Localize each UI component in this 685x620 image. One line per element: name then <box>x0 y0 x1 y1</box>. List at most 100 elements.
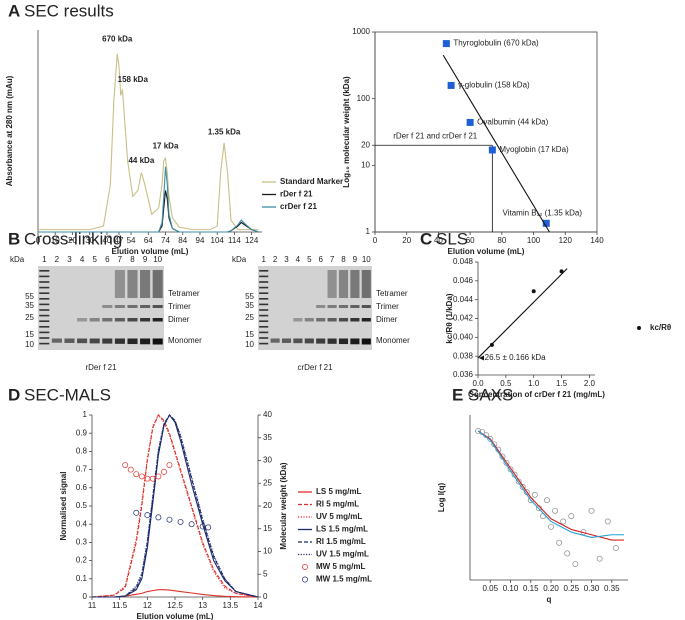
gel-band <box>304 338 314 344</box>
gel-band <box>114 338 125 344</box>
lane-label: 7 <box>118 255 123 264</box>
gel-band <box>89 318 100 322</box>
data-point <box>442 40 450 48</box>
gel-band <box>259 342 269 345</box>
lane-label: 1 <box>42 255 47 264</box>
panel-letter: E <box>452 385 463 404</box>
gel-band <box>350 338 360 345</box>
legend-label: RI 1.5 mg/mL <box>316 537 366 546</box>
panel-title: SLS <box>436 229 468 248</box>
gel-band <box>327 338 337 344</box>
panel-letter: C <box>420 229 432 248</box>
panel-title: SEC-MALS <box>24 385 111 404</box>
data-point <box>166 516 173 523</box>
gel-band <box>140 338 151 345</box>
gel-band <box>127 318 138 322</box>
gel-band <box>361 338 371 345</box>
gel-band <box>152 318 163 322</box>
x-tick-label: 0.25 <box>563 584 579 593</box>
band-label: Trimer <box>376 302 399 311</box>
y2-axis-label: Molecular weight (kDa) <box>279 462 288 549</box>
gel-band <box>293 338 303 344</box>
gel-band <box>259 292 269 294</box>
y-axis-label: Log₁₀ molecular weight (kDa) <box>342 76 351 188</box>
y-tick-label: 0.048 <box>453 257 474 266</box>
data-point <box>637 326 641 330</box>
marker-label: 35 <box>245 301 254 310</box>
gel-band <box>140 305 151 308</box>
x-tick-label: 120 <box>559 236 573 245</box>
lane-label: 7 <box>330 255 335 264</box>
gel-band <box>127 338 138 345</box>
data-point <box>302 576 308 583</box>
data-point <box>548 523 554 530</box>
gel-band <box>350 305 360 308</box>
x-tick-label: 0.5 <box>500 379 512 388</box>
lane-label: 1 <box>261 255 266 264</box>
marker-label: 25 <box>245 313 254 322</box>
gel-band <box>327 318 337 322</box>
legend-label: crDer f 21 <box>280 202 317 211</box>
gel-band <box>39 326 50 328</box>
gel-band <box>259 298 269 300</box>
x-tick-label: 100 <box>527 236 541 245</box>
gel-band <box>259 281 269 283</box>
gel-band <box>39 337 50 339</box>
gel-band <box>259 303 269 306</box>
data-point <box>489 342 494 347</box>
gel-band <box>152 338 163 345</box>
data-point <box>515 478 522 485</box>
series-line <box>38 166 259 233</box>
series-line <box>38 190 259 233</box>
y-tick-label: 20 <box>361 140 370 149</box>
marker-label: 55 <box>245 292 254 301</box>
gel-band <box>51 338 62 343</box>
gel-band <box>327 305 337 308</box>
gel-smear <box>327 270 337 298</box>
series-line <box>91 414 259 598</box>
gel-band <box>316 318 326 322</box>
lane-label: 9 <box>143 255 148 264</box>
x-tick-label: 64 <box>144 236 153 245</box>
data-point <box>519 483 526 490</box>
y2-tick-label: 25 <box>263 478 272 487</box>
data-point <box>507 466 514 473</box>
data-point <box>487 436 494 442</box>
gel-band <box>39 303 50 306</box>
data-point <box>552 507 559 514</box>
y-tick-label: 100 <box>357 94 371 103</box>
y-axis-label: Log I(q) <box>437 483 446 513</box>
data-point <box>531 491 538 498</box>
x-tick-label: 11.5 <box>112 601 128 610</box>
gel-band <box>77 318 88 322</box>
gel-band <box>102 318 113 322</box>
point-label: Vitamin B₁₂ (1.35 kDa) <box>503 208 583 217</box>
annotation: 44 kDa <box>128 156 154 165</box>
lane-label: 8 <box>341 255 346 264</box>
x-tick-label: 2.0 <box>584 379 596 388</box>
data-point <box>588 507 595 514</box>
data-point <box>199 523 206 530</box>
gel-smear <box>350 270 360 298</box>
series-line <box>92 414 259 598</box>
y-axis-label: kc/Rθ (1/kDa) <box>445 293 454 343</box>
point-label: Thyroglobulin (670 kDa) <box>453 39 539 48</box>
gel-band <box>316 338 326 344</box>
x-tick-label: 13.5 <box>223 601 239 610</box>
gel-band <box>259 286 269 289</box>
data-point <box>568 513 575 520</box>
gel-band <box>39 331 50 334</box>
y2-tick-label: 30 <box>263 456 272 465</box>
data-point <box>466 118 474 126</box>
data-point <box>564 550 571 557</box>
lane-label: 9 <box>353 255 358 264</box>
x-tick-label: 114 <box>228 236 241 245</box>
gel-band <box>259 309 269 311</box>
gel-band <box>39 314 50 317</box>
data-point <box>475 428 482 434</box>
x-tick-label: 140 <box>590 236 604 245</box>
gel-smear <box>361 270 371 298</box>
gel-band <box>338 305 349 308</box>
legend-label: LS 1.5 mg/mL <box>316 525 368 534</box>
gel-band <box>39 292 50 294</box>
